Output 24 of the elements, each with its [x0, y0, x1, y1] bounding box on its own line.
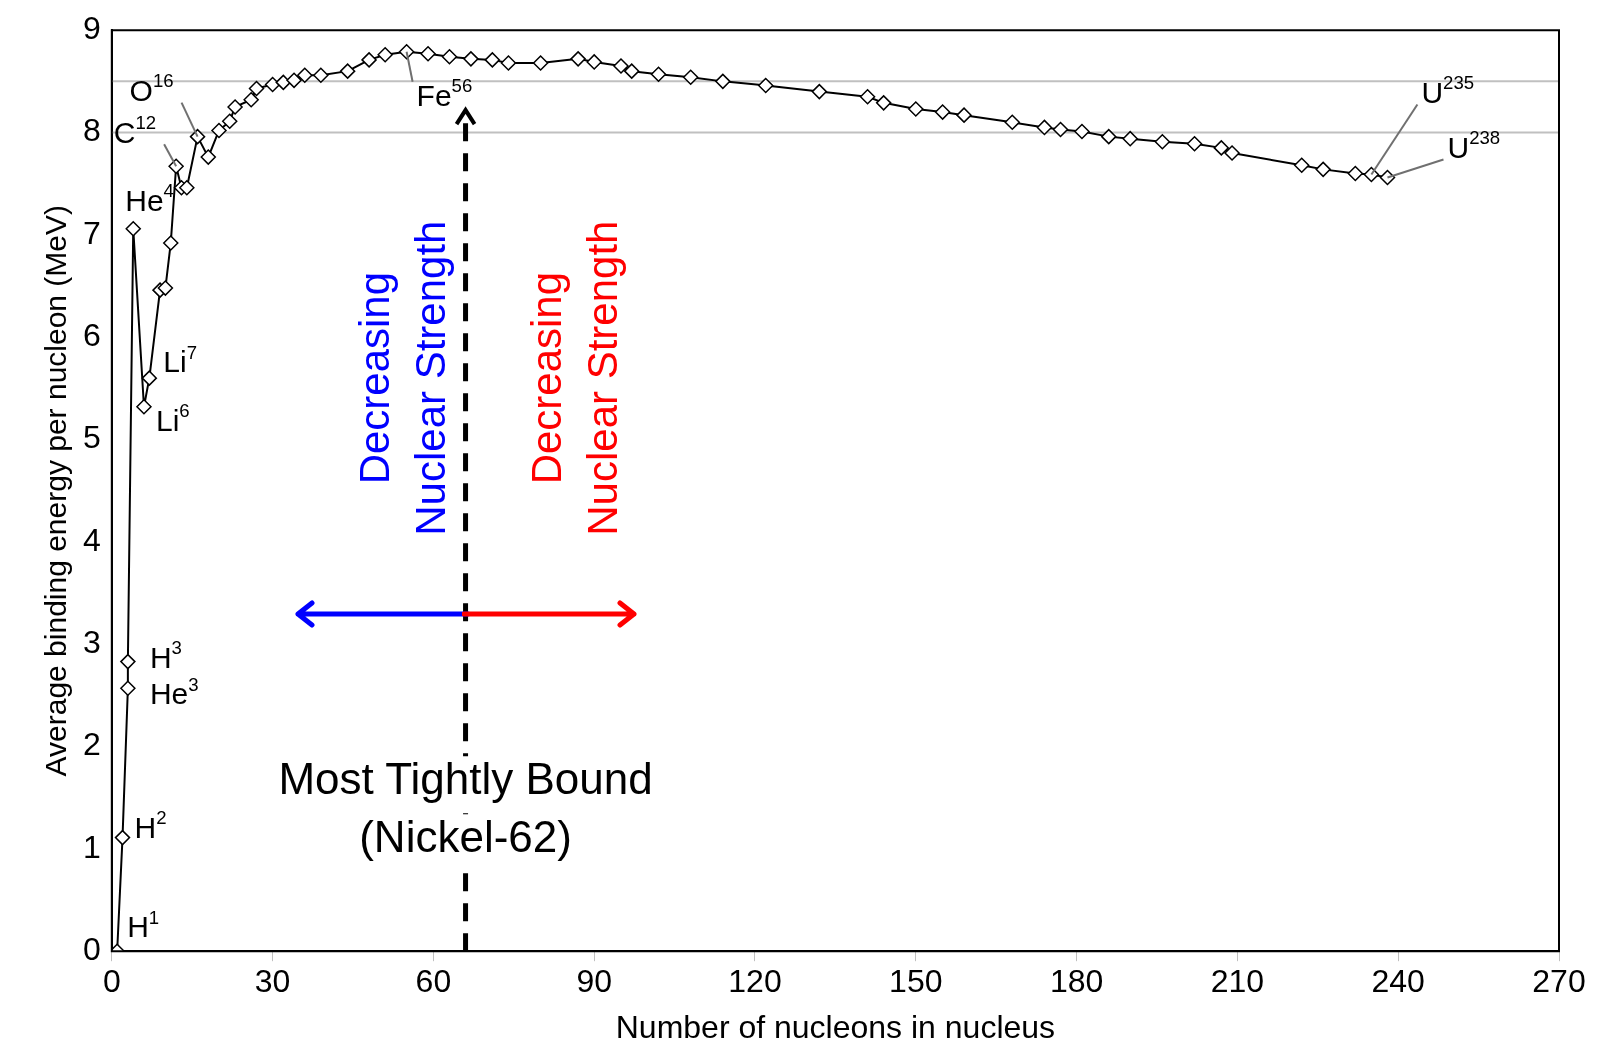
- x-tick-label: 60: [415, 963, 452, 1000]
- annotation: Decreasing Nuclear Strength: [351, 220, 455, 536]
- x-tick-label: 270: [1532, 963, 1586, 1000]
- x-tick-label: 90: [576, 963, 612, 1000]
- x-tick-label: 150: [889, 963, 943, 1000]
- y-tick-label: 8: [83, 112, 101, 149]
- y-tick-label: 7: [83, 214, 101, 251]
- y-tick-label: 4: [83, 521, 101, 558]
- x-axis-title: Number of nucleons in nucleus: [615, 1008, 1056, 1045]
- x-tick-label: 240: [1371, 963, 1425, 1000]
- x-tick-label: 120: [728, 963, 782, 1000]
- ref-line-label: Most Tightly Bound (Nickel-62): [278, 754, 653, 862]
- y-tick-label: 3: [83, 624, 101, 661]
- x-tick-label: 180: [1049, 963, 1104, 1000]
- y-tick-label: 1: [83, 828, 101, 865]
- y-tick-label: 9: [83, 10, 101, 47]
- annotation: Decreasing Nuclear Strength: [523, 220, 627, 536]
- y-axis-title: Average binding energy per nucleon (MeV): [39, 204, 73, 777]
- y-tick-label: 5: [83, 419, 101, 456]
- x-tick-label: 30: [254, 963, 291, 1000]
- y-tick-label: 0: [83, 931, 101, 968]
- y-tick-label: 6: [83, 317, 101, 354]
- y-tick-label: 2: [83, 726, 101, 763]
- x-tick-label: 210: [1210, 963, 1265, 1000]
